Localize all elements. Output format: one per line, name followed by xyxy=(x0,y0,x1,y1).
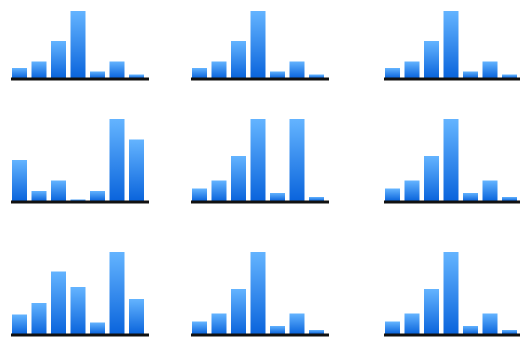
bar xyxy=(289,61,305,79)
bar xyxy=(31,61,47,79)
bar xyxy=(385,321,400,334)
bar xyxy=(192,321,207,334)
bar xyxy=(424,288,439,334)
bar xyxy=(211,180,227,201)
bar xyxy=(129,139,144,201)
bar xyxy=(385,188,400,201)
bar xyxy=(502,329,517,334)
bar xyxy=(109,61,125,79)
bar xyxy=(31,302,47,334)
bar xyxy=(192,188,207,201)
bar-chart-4 xyxy=(11,119,149,204)
bar xyxy=(70,287,86,334)
bar-chart-6 xyxy=(384,119,520,204)
bar xyxy=(231,41,246,78)
bar xyxy=(12,314,27,334)
bar xyxy=(250,11,266,78)
bar xyxy=(463,325,478,334)
bar xyxy=(270,325,285,334)
bar xyxy=(482,313,498,334)
bar xyxy=(482,61,498,79)
bar xyxy=(12,68,27,79)
bar xyxy=(211,61,227,79)
bar xyxy=(51,41,66,78)
bar xyxy=(129,298,144,334)
bar xyxy=(250,119,266,201)
bar xyxy=(502,74,517,79)
bar xyxy=(90,190,105,202)
bar xyxy=(289,119,305,201)
bar xyxy=(70,11,86,78)
bar xyxy=(51,180,66,201)
bar xyxy=(109,252,125,334)
bar xyxy=(309,196,324,201)
bar-chart-2 xyxy=(191,11,329,81)
bar xyxy=(502,196,517,201)
bar xyxy=(12,160,27,201)
bar xyxy=(231,288,246,334)
bar xyxy=(270,71,285,78)
bar xyxy=(90,71,105,78)
bar xyxy=(482,180,498,201)
bar-chart-7 xyxy=(11,252,149,337)
bar xyxy=(309,74,324,79)
bar xyxy=(31,190,47,202)
bar xyxy=(289,313,305,334)
bar xyxy=(463,71,478,78)
bar xyxy=(404,313,420,334)
bar xyxy=(404,61,420,79)
bar xyxy=(192,68,207,79)
bar xyxy=(385,68,400,79)
bar xyxy=(90,322,105,334)
bar-chart-1 xyxy=(11,11,149,81)
bar-chart-5 xyxy=(191,119,329,204)
bar xyxy=(443,119,459,201)
bar xyxy=(463,192,478,201)
bar xyxy=(443,11,459,78)
bar xyxy=(51,271,66,334)
bar xyxy=(443,252,459,334)
bar xyxy=(424,41,439,78)
bar xyxy=(129,74,144,79)
bar xyxy=(250,252,266,334)
bar xyxy=(109,119,125,201)
bar-chart-8 xyxy=(191,252,329,337)
bar xyxy=(309,329,324,334)
bar xyxy=(231,155,246,201)
bar xyxy=(270,192,285,201)
bar-chart-9 xyxy=(384,252,520,337)
bar xyxy=(424,155,439,201)
bar xyxy=(70,199,86,201)
bar xyxy=(211,313,227,334)
bar-chart-3 xyxy=(384,11,520,81)
bar xyxy=(404,180,420,201)
